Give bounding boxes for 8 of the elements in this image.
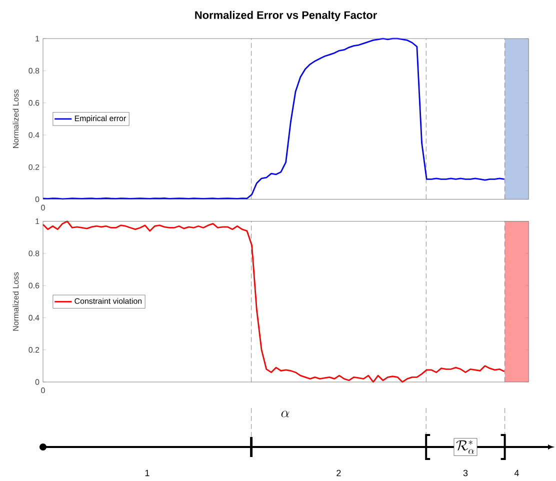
text: $\mathcal{R}^{*}_{\alpha}$ (456, 440, 474, 454)
text: 1 (145, 470, 150, 476)
chart-title: Normalized Error vs Penalty Factor (195, 10, 377, 22)
line-series (42, 220, 506, 383)
text: 3 (463, 470, 468, 476)
text: 2 (336, 470, 341, 476)
text: 4 (514, 470, 519, 476)
text: $\alpha$ (281, 410, 290, 418)
